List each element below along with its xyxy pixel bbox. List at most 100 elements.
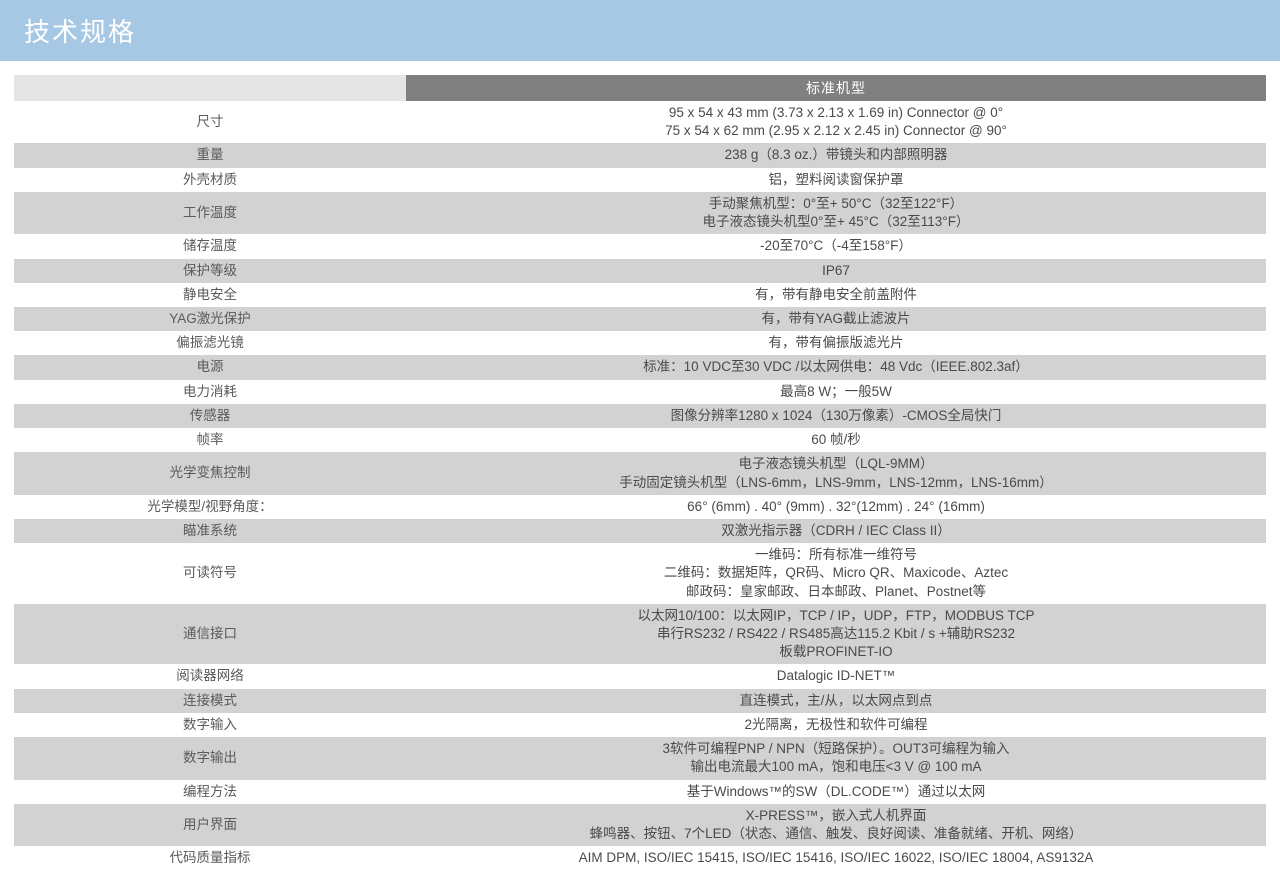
table-row: 瞄准系统双激光指示器（CDRH / IEC Class II） <box>14 519 1266 543</box>
table-row: 传感器图像分辨率1280 x 1024（130万像素）-CMOS全局快门 <box>14 404 1266 428</box>
spec-value-line: 有，带有YAG截止滤波片 <box>414 310 1258 328</box>
table-row: 重量 238 g（8.3 oz.）带镜头和内部照明器 <box>14 143 1266 167</box>
table-row: 电源标准：10 VDC至30 VDC /以太网供电：48 Vdc（IEEE.80… <box>14 355 1266 379</box>
table-row: 光学变焦控制电子液态镜头机型（LQL-9MM）手动固定镜头机型（LNS-6mm，… <box>14 452 1266 494</box>
spec-label: 可读符号 <box>14 543 406 604</box>
table-row: 通信接口以太网10/100：以太网IP，TCP / IP，UDP，FTP，MOD… <box>14 604 1266 665</box>
spec-value: 基于Windows™的SW（DL.CODE™）通过以太网 <box>406 780 1266 804</box>
spec-value: 以太网10/100：以太网IP，TCP / IP，UDP，FTP，MODBUS … <box>406 604 1266 665</box>
table-header-model: 标准机型 <box>406 75 1266 101</box>
spec-label: 电源 <box>14 355 406 379</box>
spec-value-line: 有，带有静电安全前盖附件 <box>414 286 1258 304</box>
spec-value: 图像分辨率1280 x 1024（130万像素）-CMOS全局快门 <box>406 404 1266 428</box>
table-row: 储存温度 -20至70°C（-4至158°F） <box>14 234 1266 258</box>
table-row: 阅读器网络Datalogic ID-NET™ <box>14 664 1266 688</box>
spec-value-line: 66° (6mm) . 40° (9mm) . 32°(12mm) . 24° … <box>414 498 1258 516</box>
spec-value-line: 3软件可编程PNP / NPN（短路保护）。OUT3可编程为输入 <box>414 740 1258 758</box>
spec-value: 有，带有YAG截止滤波片 <box>406 307 1266 331</box>
spec-value-line: X-PRESS™，嵌入式人机界面 <box>414 807 1258 825</box>
spec-value-line: 直连模式，主/从，以太网点到点 <box>414 692 1258 710</box>
table-row: 可读符号一维码：所有标准一维符号二维码：数据矩阵，QR码、Micro QR、Ma… <box>14 543 1266 604</box>
spec-value-line: 以太网10/100：以太网IP，TCP / IP，UDP，FTP，MODBUS … <box>414 607 1258 625</box>
table-row: 代码质量指标 AIM DPM, ISO/IEC 15415, ISO/IEC 15… <box>14 846 1266 870</box>
spec-label: 帧率 <box>14 428 406 452</box>
spec-value: 直连模式，主/从，以太网点到点 <box>406 689 1266 713</box>
table-row: 连接模式直连模式，主/从，以太网点到点 <box>14 689 1266 713</box>
spec-label: 偏振滤光镜 <box>14 331 406 355</box>
spec-label: 数字输出 <box>14 737 406 779</box>
spec-label: 编程方法 <box>14 780 406 804</box>
spec-value: X-PRESS™，嵌入式人机界面蜂鸣器、按钮、7个LED（状态、通信、触发、良好… <box>406 804 1266 846</box>
spec-value: 60 帧/秒 <box>406 428 1266 452</box>
spec-value-line: 输出电流最大100 mA，饱和电压<3 V @ 100 mA <box>414 758 1258 776</box>
spec-value: AIM DPM, ISO/IEC 15415, ISO/IEC 15416, I… <box>406 846 1266 870</box>
table-row: 帧率 60 帧/秒 <box>14 428 1266 452</box>
table-row: 尺寸 95 x 54 x 43 mm (3.73 x 2.13 x 1.69 in… <box>14 101 1266 143</box>
spec-label: 电力消耗 <box>14 380 406 404</box>
spec-value-line: 最高8 W；一般5W <box>414 383 1258 401</box>
spec-value-line: IP67 <box>414 262 1258 280</box>
spec-value-line: 串行RS232 / RS422 / RS485高达115.2 Kbit / s … <box>414 625 1258 643</box>
spec-label: 连接模式 <box>14 689 406 713</box>
spec-value-line: 60 帧/秒 <box>414 431 1258 449</box>
spec-value: 手动聚焦机型：0°至+ 50°C（32至122°F）电子液态镜头机型0°至+ 4… <box>406 192 1266 234</box>
spec-table-wrap: 标准机型 尺寸 95 x 54 x 43 mm (3.73 x 2.13 x 1.… <box>0 61 1280 870</box>
table-row: 静电安全有，带有静电安全前盖附件 <box>14 283 1266 307</box>
spec-value-line: 手动固定镜头机型（LNS-6mm，LNS-9mm，LNS-12mm，LNS-16… <box>414 474 1258 492</box>
spec-value: 238 g（8.3 oz.）带镜头和内部照明器 <box>406 143 1266 167</box>
table-row: 用户界面X-PRESS™，嵌入式人机界面蜂鸣器、按钮、7个LED（状态、通信、触… <box>14 804 1266 846</box>
spec-table: 标准机型 尺寸 95 x 54 x 43 mm (3.73 x 2.13 x 1.… <box>14 75 1266 870</box>
spec-value-line: 电子液态镜头机型（LQL-9MM） <box>414 455 1258 473</box>
spec-label: 用户界面 <box>14 804 406 846</box>
spec-value: Datalogic ID-NET™ <box>406 664 1266 688</box>
spec-label: 重量 <box>14 143 406 167</box>
spec-value-line: 基于Windows™的SW（DL.CODE™）通过以太网 <box>414 783 1258 801</box>
spec-label: 工作温度 <box>14 192 406 234</box>
spec-value-line: 蜂鸣器、按钮、7个LED（状态、通信、触发、良好阅读、准备就绪、开机、网络） <box>414 825 1258 843</box>
table-row: 光学模型/视野角度： 66° (6mm) . 40° (9mm) . 32°(12… <box>14 495 1266 519</box>
table-row: 编程方法基于Windows™的SW（DL.CODE™）通过以太网 <box>14 780 1266 804</box>
spec-label: 保护等级 <box>14 259 406 283</box>
spec-value: -20至70°C（-4至158°F） <box>406 234 1266 258</box>
spec-value-line: 板载PROFINET-IO <box>414 643 1258 661</box>
spec-value: 66° (6mm) . 40° (9mm) . 32°(12mm) . 24° … <box>406 495 1266 519</box>
spec-value: 2光隔离，无极性和软件可编程 <box>406 713 1266 737</box>
spec-value: 标准：10 VDC至30 VDC /以太网供电：48 Vdc（IEEE.802.… <box>406 355 1266 379</box>
spec-label: 外壳材质 <box>14 168 406 192</box>
spec-value-line: 手动聚焦机型：0°至+ 50°C（32至122°F） <box>414 195 1258 213</box>
spec-value: 95 x 54 x 43 mm (3.73 x 2.13 x 1.69 in) … <box>406 101 1266 143</box>
spec-value-line: 95 x 54 x 43 mm (3.73 x 2.13 x 1.69 in) … <box>414 104 1258 122</box>
table-header-row: 标准机型 <box>14 75 1266 101</box>
spec-value-line: 图像分辨率1280 x 1024（130万像素）-CMOS全局快门 <box>414 407 1258 425</box>
spec-label: 光学模型/视野角度： <box>14 495 406 519</box>
spec-value-line: 铝，塑料阅读窗保护罩 <box>414 171 1258 189</box>
spec-value-line: 一维码：所有标准一维符号 <box>414 546 1258 564</box>
spec-value: 最高8 W；一般5W <box>406 380 1266 404</box>
spec-value-line: 有，带有偏振版滤光片 <box>414 334 1258 352</box>
spec-label: 传感器 <box>14 404 406 428</box>
spec-value-line: AIM DPM, ISO/IEC 15415, ISO/IEC 15416, I… <box>414 849 1258 867</box>
spec-value-line: 238 g（8.3 oz.）带镜头和内部照明器 <box>414 146 1258 164</box>
spec-value-line: 电子液态镜头机型0°至+ 45°C（32至113°F） <box>414 213 1258 231</box>
spec-label: 储存温度 <box>14 234 406 258</box>
spec-label: 阅读器网络 <box>14 664 406 688</box>
spec-value: 有，带有偏振版滤光片 <box>406 331 1266 355</box>
spec-value: 铝，塑料阅读窗保护罩 <box>406 168 1266 192</box>
table-row: 工作温度手动聚焦机型：0°至+ 50°C（32至122°F）电子液态镜头机型0°… <box>14 192 1266 234</box>
spec-value-line: 二维码：数据矩阵，QR码、Micro QR、Maxicode、Aztec <box>414 564 1258 582</box>
table-row: 数字输出 3软件可编程PNP / NPN（短路保护）。OUT3可编程为输入输出电流… <box>14 737 1266 779</box>
spec-value: IP67 <box>406 259 1266 283</box>
table-row: YAG激光保护有，带有YAG截止滤波片 <box>14 307 1266 331</box>
spec-value-line: 75 x 54 x 62 mm (2.95 x 2.12 x 2.45 in) … <box>414 122 1258 140</box>
table-row: 保护等级 IP67 <box>14 259 1266 283</box>
spec-value-line: 邮政码：皇家邮政、日本邮政、Planet、Postnet等 <box>414 583 1258 601</box>
table-row: 电力消耗最高8 W；一般5W <box>14 380 1266 404</box>
table-row: 外壳材质铝，塑料阅读窗保护罩 <box>14 168 1266 192</box>
spec-label: 数字输入 <box>14 713 406 737</box>
spec-label: YAG激光保护 <box>14 307 406 331</box>
spec-label: 代码质量指标 <box>14 846 406 870</box>
spec-label: 尺寸 <box>14 101 406 143</box>
spec-value-line: 2光隔离，无极性和软件可编程 <box>414 716 1258 734</box>
spec-label: 静电安全 <box>14 283 406 307</box>
spec-value-line: -20至70°C（-4至158°F） <box>414 237 1258 255</box>
